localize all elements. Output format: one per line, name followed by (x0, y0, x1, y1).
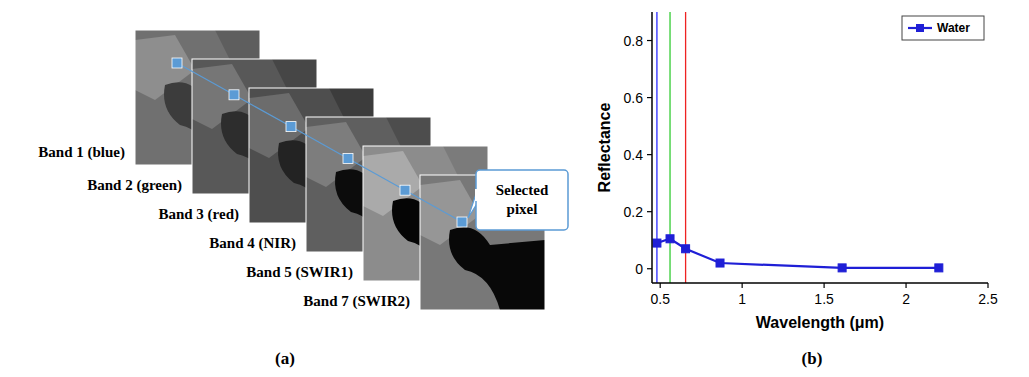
point-marker (682, 245, 690, 253)
plot-area (653, 12, 943, 283)
point-marker (838, 264, 846, 272)
x-tick (987, 283, 988, 288)
y-tick (647, 97, 652, 98)
panel-label: (b) (802, 349, 823, 368)
y-tick (647, 154, 652, 155)
callout-line: pixel (507, 201, 538, 217)
band-label: Band 4 (NIR) (209, 235, 296, 252)
y-tick-label: 0.4 (624, 147, 644, 163)
x-tick-label: 0.5 (650, 291, 670, 307)
band-label: Band 7 (SWIR2) (303, 293, 410, 310)
y-tick (647, 268, 652, 269)
callout-line: Selected (496, 182, 549, 198)
callout-gap (475, 189, 479, 201)
band-label: Band 2 (green) (87, 177, 182, 194)
point-marker (653, 239, 661, 247)
point-marker (935, 264, 943, 272)
x-tick (905, 283, 906, 288)
y-tick (647, 211, 652, 212)
y-tick-label: 0 (635, 261, 643, 277)
legend-box (902, 16, 984, 40)
x-tick-label: 2 (902, 291, 910, 307)
pixel-marker (172, 58, 182, 68)
band-label: Band 5 (SWIR1) (246, 264, 353, 281)
legend-label: Water (937, 21, 970, 35)
y-tick (647, 40, 652, 41)
water-body (449, 227, 545, 310)
point-marker (716, 259, 724, 267)
series-line (657, 239, 939, 268)
band-label: Band 1 (blue) (38, 144, 125, 161)
callout-box (476, 170, 568, 230)
x-tick-label: 1 (738, 291, 746, 307)
x-tick (660, 283, 661, 288)
y-tick-label: 0.6 (624, 90, 644, 106)
legend: Water (902, 16, 984, 40)
x-axis (652, 282, 988, 284)
x-tick (823, 283, 824, 288)
pixel-marker (343, 153, 353, 163)
y-axis (651, 12, 653, 283)
x-tick (742, 283, 743, 288)
x-axis-label: Wavelength (μm) (756, 314, 884, 331)
x-tick-label: 1.5 (814, 291, 834, 307)
legend-marker (916, 24, 924, 32)
point-marker (666, 235, 674, 243)
callout-text: Selected pixel (496, 182, 549, 217)
panel-label: (a) (275, 349, 295, 368)
pixel-link (177, 63, 462, 222)
y-axis-label: Reflectance (596, 102, 613, 192)
y-tick-label: 0.8 (624, 33, 644, 49)
band-line (685, 12, 686, 283)
band-label: Band 3 (red) (158, 206, 239, 223)
x-tick-label: 2.5 (978, 291, 998, 307)
pixel-marker (457, 217, 467, 227)
y-tick-label: 0.2 (624, 204, 644, 220)
pixel-marker (286, 122, 296, 132)
pixel-marker (400, 185, 410, 195)
pixel-marker (229, 90, 239, 100)
